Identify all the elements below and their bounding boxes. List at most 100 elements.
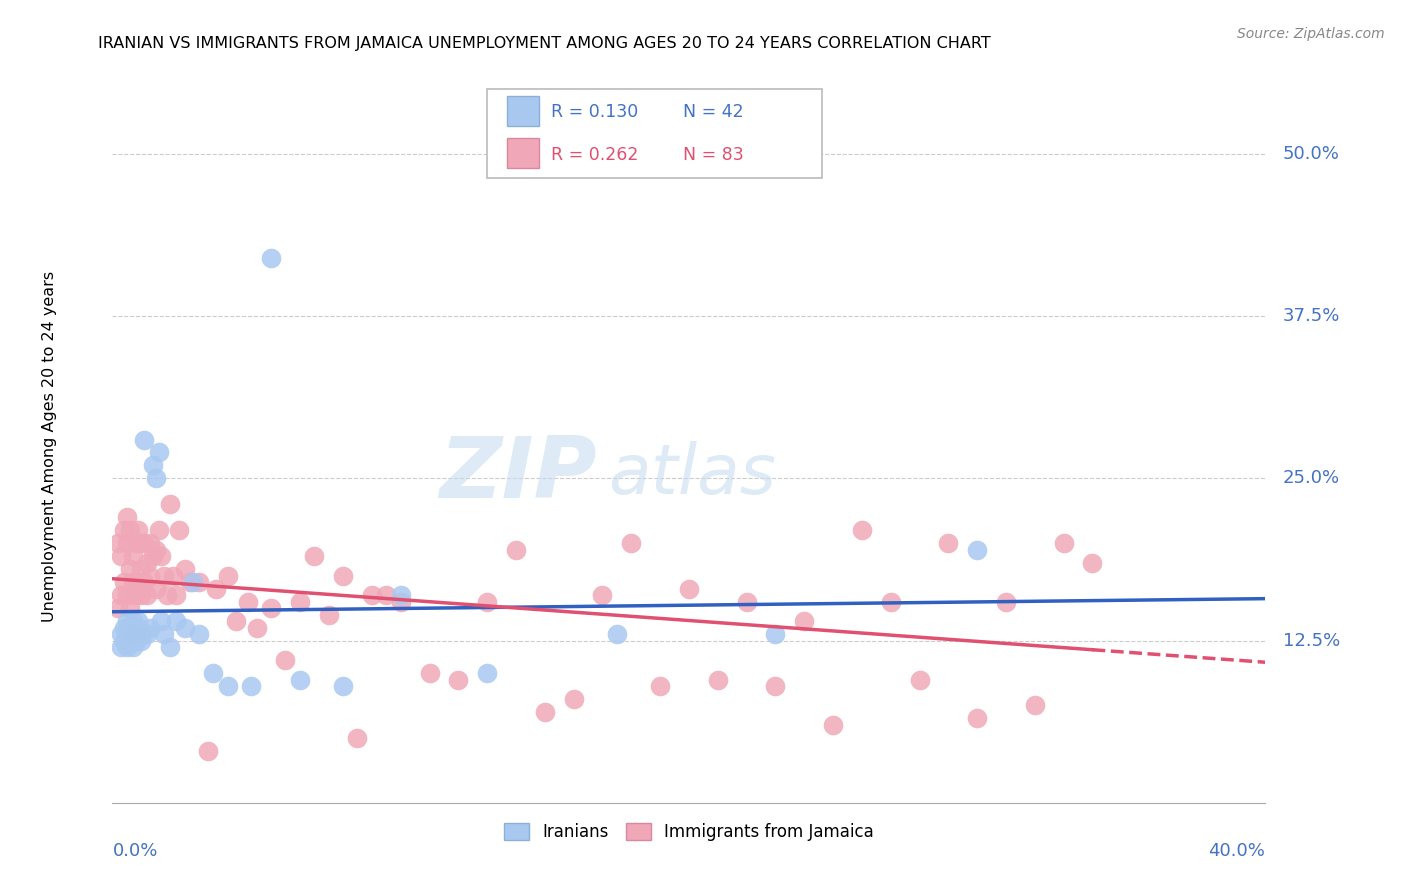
Point <box>110 640 132 654</box>
Point <box>159 497 181 511</box>
Point <box>217 679 239 693</box>
Point <box>562 692 585 706</box>
Point <box>118 633 141 648</box>
Point <box>134 433 156 447</box>
Point <box>606 627 628 641</box>
Point <box>225 614 247 628</box>
Point <box>129 536 153 550</box>
Text: Source: ZipAtlas.com: Source: ZipAtlas.com <box>1237 27 1385 41</box>
Point <box>129 562 153 576</box>
Text: 0.0%: 0.0% <box>112 842 157 860</box>
Point <box>966 542 988 557</box>
Point <box>124 627 146 641</box>
Point <box>765 679 787 693</box>
Point <box>115 588 138 602</box>
Point <box>389 595 412 609</box>
Text: 25.0%: 25.0% <box>1282 469 1340 487</box>
Point <box>475 666 499 681</box>
Point <box>678 582 700 596</box>
Point <box>115 627 138 641</box>
Legend: Iranians, Immigrants from Jamaica: Iranians, Immigrants from Jamaica <box>498 816 880 848</box>
Point <box>129 633 153 648</box>
Point <box>650 679 672 693</box>
Point <box>121 627 143 641</box>
Point <box>908 673 931 687</box>
Point <box>124 588 146 602</box>
Point <box>121 549 143 564</box>
Text: 40.0%: 40.0% <box>1209 842 1265 860</box>
Point <box>851 524 873 538</box>
Point <box>110 549 132 564</box>
Point <box>134 575 156 590</box>
Point <box>107 601 129 615</box>
Point <box>995 595 1018 609</box>
Text: N = 42: N = 42 <box>683 103 744 121</box>
Point <box>288 595 311 609</box>
Point <box>124 536 146 550</box>
Point <box>1081 556 1104 570</box>
Point <box>127 524 149 538</box>
Point <box>260 601 283 615</box>
Point <box>165 588 187 602</box>
Text: 50.0%: 50.0% <box>1282 145 1340 163</box>
Text: N = 83: N = 83 <box>683 146 744 164</box>
Point <box>332 568 354 582</box>
Text: ZIP: ZIP <box>439 433 596 516</box>
Point <box>139 621 162 635</box>
Point <box>121 575 143 590</box>
Text: Unemployment Among Ages 20 to 24 years: Unemployment Among Ages 20 to 24 years <box>42 270 56 622</box>
Point <box>127 614 149 628</box>
Point <box>318 607 340 622</box>
Point <box>447 673 470 687</box>
Point <box>419 666 441 681</box>
Point <box>239 679 262 693</box>
Point <box>165 614 187 628</box>
Point <box>821 718 844 732</box>
Point <box>765 627 787 641</box>
Point <box>217 568 239 582</box>
Point <box>173 621 195 635</box>
Point <box>360 588 382 602</box>
Point <box>260 251 283 265</box>
Point <box>274 653 297 667</box>
Point <box>118 524 141 538</box>
Point <box>129 627 153 641</box>
Point <box>150 614 173 628</box>
Point <box>153 627 176 641</box>
Point <box>162 568 184 582</box>
Point <box>112 633 135 648</box>
Point <box>110 627 132 641</box>
Point <box>115 510 138 524</box>
Text: R = 0.262: R = 0.262 <box>551 146 638 164</box>
Point <box>735 595 758 609</box>
Point <box>112 524 135 538</box>
Text: IRANIAN VS IMMIGRANTS FROM JAMAICA UNEMPLOYMENT AMONG AGES 20 TO 24 YEARS CORREL: IRANIAN VS IMMIGRANTS FROM JAMAICA UNEMP… <box>98 36 991 51</box>
Point <box>534 705 557 719</box>
Point <box>173 562 195 576</box>
Point <box>110 588 132 602</box>
Point <box>148 524 170 538</box>
Point <box>145 542 167 557</box>
Point <box>332 679 354 693</box>
Point <box>1024 698 1046 713</box>
Point <box>139 568 162 582</box>
Point <box>118 601 141 615</box>
Point <box>145 471 167 485</box>
Point <box>389 588 412 602</box>
Point <box>707 673 730 687</box>
Point <box>127 621 149 635</box>
Text: R = 0.130: R = 0.130 <box>551 103 638 121</box>
Point <box>288 673 311 687</box>
Point <box>202 666 225 681</box>
Point <box>118 562 141 576</box>
FancyBboxPatch shape <box>506 138 538 169</box>
Point <box>136 588 159 602</box>
Text: 12.5%: 12.5% <box>1282 632 1340 649</box>
Point <box>304 549 326 564</box>
Point <box>115 614 138 628</box>
Point <box>139 536 162 550</box>
Point <box>124 633 146 648</box>
Point <box>236 595 259 609</box>
Point <box>115 536 138 550</box>
Point <box>136 627 159 641</box>
